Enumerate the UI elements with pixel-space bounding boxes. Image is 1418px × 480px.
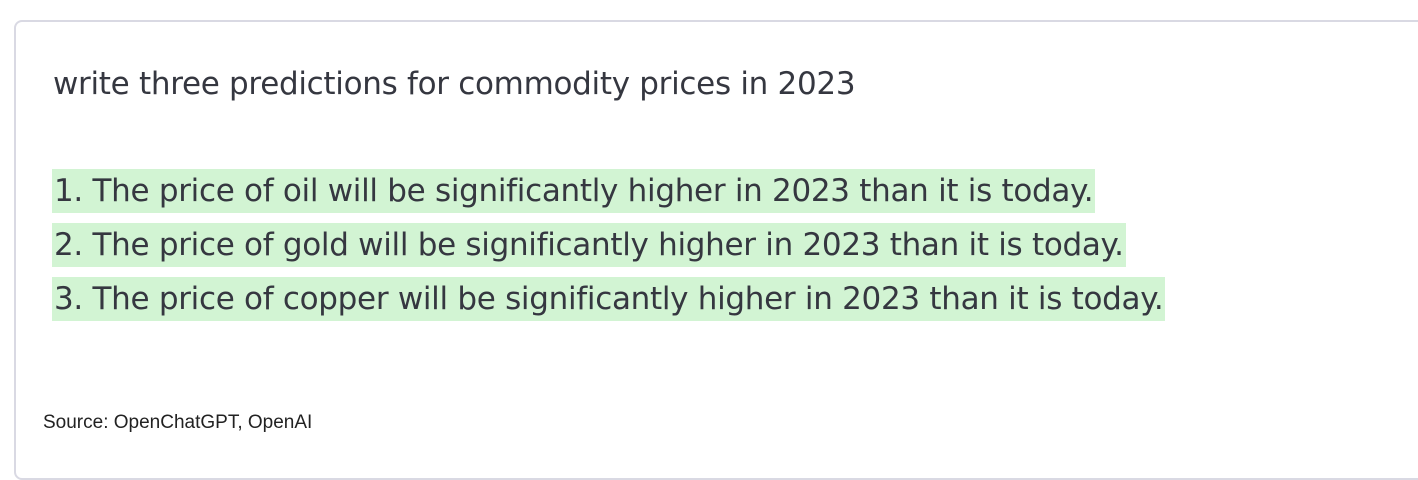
- completion-output: 1. The price of oil will be significantl…: [52, 169, 1166, 331]
- completion-line: 2. The price of gold will be significant…: [52, 223, 1126, 267]
- completion-line: 1. The price of oil will be significantl…: [52, 169, 1096, 213]
- source-caption: Source: OpenChatGPT, OpenAI: [43, 412, 313, 433]
- prompt-text: write three predictions for commodity pr…: [53, 66, 856, 102]
- completion-line: 3. The price of copper will be significa…: [52, 277, 1166, 321]
